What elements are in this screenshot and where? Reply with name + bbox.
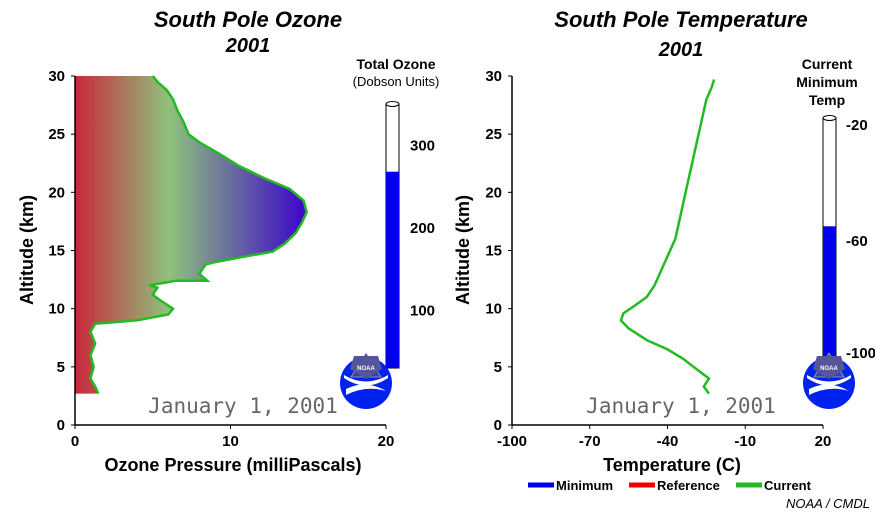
y-tick-label: 0 bbox=[494, 417, 502, 434]
x-tick-label: -100 bbox=[497, 433, 527, 450]
x-tick-label: -70 bbox=[579, 433, 601, 450]
y-tick-label: 20 bbox=[485, 184, 502, 201]
x-tick-label: -10 bbox=[734, 433, 756, 450]
ozone-current-line bbox=[89, 75, 309, 395]
noaa-logo-right: NOAA bbox=[803, 352, 855, 409]
gauge-tick-label: -100 bbox=[846, 345, 875, 362]
temp-gauge: -20 -60 -100 bbox=[822, 115, 875, 369]
y-tick-label: 5 bbox=[57, 359, 65, 376]
gauge-tick-label: 300 bbox=[410, 137, 435, 154]
temp-plot: 0 5 10 15 20 25 30 -100 -70 -40 -10 20 bbox=[485, 68, 831, 450]
y-tick-label: 10 bbox=[48, 301, 65, 318]
temp-chart-subtitle: 2001 bbox=[658, 39, 704, 61]
legend-label-reference: Reference bbox=[657, 478, 720, 493]
legend-label-minimum: Minimum bbox=[556, 478, 613, 493]
gauge-tick-label: 100 bbox=[410, 302, 435, 319]
temp-gauge-title-line1: Current bbox=[802, 56, 853, 72]
y-tick-label: 30 bbox=[48, 68, 65, 85]
legend-label-current: Current bbox=[764, 478, 812, 493]
gauge-tick-label: -20 bbox=[846, 117, 868, 134]
ozone-plot: 0 5 10 15 20 25 30 0 10 20 bbox=[48, 68, 394, 450]
y-tick-label: 20 bbox=[48, 184, 65, 201]
noaa-logo-text: NOAA bbox=[357, 366, 375, 372]
ozone-chart-subtitle: 2001 bbox=[225, 35, 271, 57]
gauge-tick-label: -60 bbox=[846, 233, 868, 250]
ozone-gauge-cap bbox=[385, 101, 400, 107]
ozone-y-axis-label: Altitude (km) bbox=[17, 195, 37, 305]
y-tick-label: 25 bbox=[485, 126, 502, 143]
ozone-chart-title: South Pole Ozone bbox=[154, 7, 342, 32]
y-tick-label: 25 bbox=[48, 126, 65, 143]
ozone-date-label: January 1, 2001 bbox=[148, 394, 338, 418]
temp-x-axis-label: Temperature (C) bbox=[603, 455, 741, 475]
y-tick-label: 5 bbox=[494, 359, 502, 376]
ozone-gauge: 100 200 300 bbox=[385, 101, 435, 369]
credit-text: NOAA / CMDL bbox=[786, 496, 870, 511]
x-tick-label: -40 bbox=[657, 433, 679, 450]
x-tick-label: 20 bbox=[815, 433, 832, 450]
temp-date-label: January 1, 2001 bbox=[586, 394, 776, 418]
y-tick-label: 30 bbox=[485, 68, 502, 85]
legend: Minimum Reference Current bbox=[528, 478, 812, 493]
temp-gauge-cap bbox=[822, 115, 837, 121]
ozone-x-axis-label: Ozone Pressure (milliPascals) bbox=[104, 455, 361, 475]
gauge-tick-label: 200 bbox=[410, 220, 435, 237]
x-tick-label: 10 bbox=[222, 433, 239, 450]
temp-gauge-title-line2: Minimum bbox=[796, 74, 857, 90]
y-tick-label: 10 bbox=[485, 301, 502, 318]
temp-chart-title: South Pole Temperature bbox=[554, 7, 807, 32]
temp-gauge-title-line3: Temp bbox=[809, 92, 845, 108]
noaa-logo-left: NOAA bbox=[340, 352, 392, 409]
ozone-gauge-fill bbox=[386, 171, 399, 368]
ozone-gauge-title: Total Ozone bbox=[356, 56, 435, 72]
ozone-profile-area bbox=[75, 76, 307, 394]
y-tick-label: 15 bbox=[485, 243, 502, 260]
x-tick-label: 20 bbox=[378, 433, 395, 450]
y-tick-label: 0 bbox=[57, 417, 65, 434]
x-tick-label: 0 bbox=[71, 433, 79, 450]
ozone-gauge-units: (Dobson Units) bbox=[353, 74, 440, 89]
y-tick-label: 15 bbox=[48, 243, 65, 260]
temp-gauge-fill bbox=[823, 226, 836, 368]
noaa-logo-text: NOAA bbox=[820, 366, 838, 372]
temp-current-line bbox=[619, 79, 716, 395]
temp-y-axis-label: Altitude (km) bbox=[453, 195, 473, 305]
